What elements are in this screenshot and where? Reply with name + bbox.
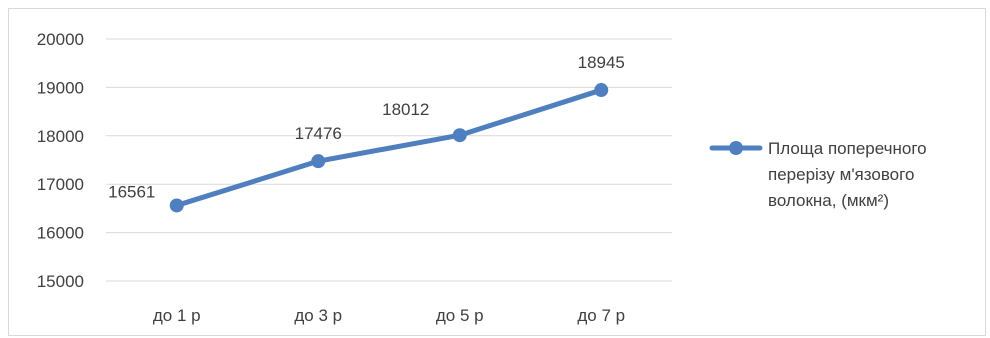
data-label: 18012 [382, 100, 429, 119]
data-point [452, 128, 467, 143]
legend-text-line: перерізу м'язового [768, 165, 914, 184]
legend-marker-icon [729, 141, 743, 155]
x-tick-label: до 7 р [577, 306, 625, 325]
legend-text-line: волокна, (мкм²) [768, 191, 889, 210]
y-tick-label: 20000 [37, 30, 84, 49]
data-point [169, 198, 184, 213]
y-tick-label: 15000 [37, 272, 84, 291]
x-tick-label: до 5 р [436, 306, 484, 325]
series-line [174, 87, 604, 208]
y-tick-label: 18000 [37, 127, 84, 146]
data-labels: 16561 17476 18012 18945 [108, 53, 625, 201]
legend-text-line: Площа поперечного [768, 139, 927, 158]
data-point [311, 154, 326, 169]
y-tick-label: 17000 [37, 175, 84, 194]
data-label: 18945 [578, 53, 625, 72]
legend: Площа поперечного перерізу м'язового волок… [709, 139, 927, 210]
x-tick-label: до 3 р [294, 306, 342, 325]
x-axis-tick-labels: до 1 р до 3 р до 5 р до 7 р [153, 306, 625, 325]
x-tick-label: до 1 р [153, 306, 201, 325]
gridlines [106, 38, 672, 282]
y-tick-label: 19000 [37, 78, 84, 97]
y-tick-label: 16000 [37, 224, 84, 243]
y-axis-tick-labels: 15000 16000 17000 18000 19000 20000 [37, 30, 84, 291]
data-label: 17476 [295, 124, 342, 143]
data-point [594, 83, 609, 98]
series-layer [169, 83, 609, 213]
data-label: 16561 [108, 182, 155, 201]
